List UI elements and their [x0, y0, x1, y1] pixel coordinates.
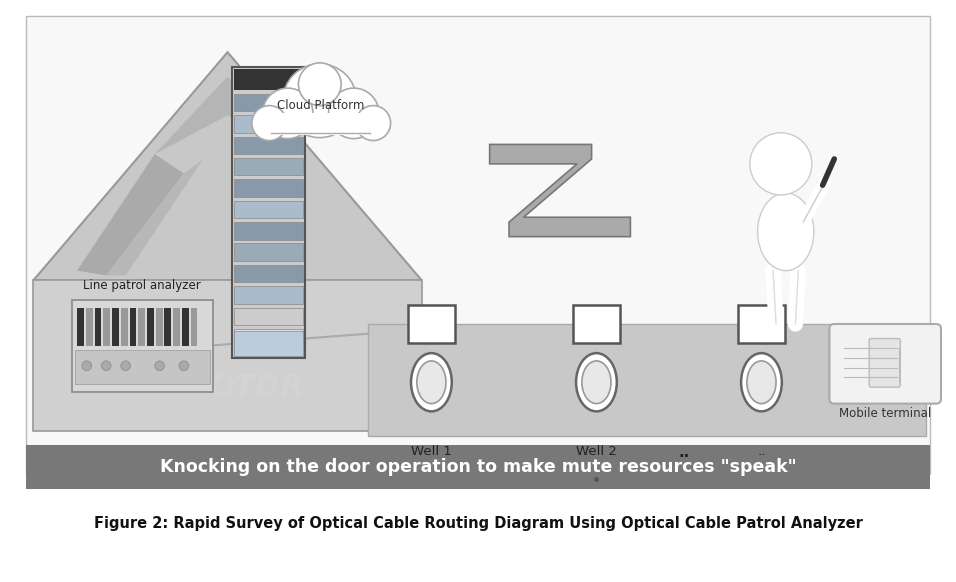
Circle shape [101, 361, 111, 371]
FancyBboxPatch shape [103, 307, 110, 346]
FancyBboxPatch shape [272, 113, 370, 134]
FancyBboxPatch shape [120, 307, 127, 346]
Ellipse shape [411, 353, 452, 411]
FancyBboxPatch shape [182, 307, 188, 346]
Circle shape [120, 361, 130, 371]
FancyBboxPatch shape [86, 307, 93, 346]
Text: Line patrol analyzer: Line patrol analyzer [83, 279, 201, 292]
FancyBboxPatch shape [738, 304, 785, 343]
Circle shape [82, 361, 92, 371]
Ellipse shape [747, 361, 776, 403]
FancyBboxPatch shape [139, 307, 145, 346]
FancyBboxPatch shape [368, 324, 926, 436]
FancyBboxPatch shape [234, 137, 303, 154]
FancyBboxPatch shape [234, 69, 303, 90]
FancyBboxPatch shape [408, 304, 455, 343]
FancyBboxPatch shape [129, 307, 137, 346]
Ellipse shape [576, 353, 617, 411]
FancyBboxPatch shape [173, 307, 180, 346]
FancyBboxPatch shape [76, 350, 210, 384]
Text: ..: .. [757, 445, 766, 459]
Text: Well 1: Well 1 [411, 445, 452, 459]
FancyBboxPatch shape [73, 300, 213, 392]
FancyBboxPatch shape [232, 67, 305, 358]
FancyBboxPatch shape [830, 324, 941, 403]
Circle shape [298, 63, 341, 105]
Circle shape [329, 88, 379, 139]
Polygon shape [155, 76, 300, 154]
Circle shape [356, 105, 391, 140]
Ellipse shape [741, 353, 782, 411]
Ellipse shape [757, 193, 814, 271]
FancyBboxPatch shape [234, 115, 303, 133]
FancyBboxPatch shape [77, 307, 84, 346]
FancyBboxPatch shape [234, 243, 303, 261]
Text: Well 2: Well 2 [576, 445, 617, 459]
Ellipse shape [417, 361, 445, 403]
Text: Figure 2: Rapid Survey of Optical Cable Routing Diagram Using Optical Cable Patr: Figure 2: Rapid Survey of Optical Cable … [94, 516, 862, 531]
FancyBboxPatch shape [234, 94, 303, 111]
Ellipse shape [582, 361, 611, 403]
FancyBboxPatch shape [234, 331, 303, 356]
FancyBboxPatch shape [234, 201, 303, 218]
FancyBboxPatch shape [112, 307, 119, 346]
FancyBboxPatch shape [234, 222, 303, 240]
Polygon shape [77, 154, 184, 275]
Circle shape [283, 64, 357, 137]
FancyBboxPatch shape [95, 307, 101, 346]
FancyBboxPatch shape [33, 281, 422, 431]
Text: ..: .. [678, 445, 689, 460]
FancyBboxPatch shape [869, 339, 901, 387]
FancyBboxPatch shape [234, 179, 303, 197]
FancyBboxPatch shape [26, 445, 930, 489]
Polygon shape [106, 159, 204, 275]
Text: Mobile terminal: Mobile terminal [838, 406, 931, 420]
FancyBboxPatch shape [26, 16, 930, 474]
FancyBboxPatch shape [234, 307, 303, 325]
Polygon shape [489, 144, 630, 237]
Circle shape [750, 133, 812, 195]
FancyBboxPatch shape [574, 304, 619, 343]
Text: Knocking on the door operation to make mute resources "speak": Knocking on the door operation to make m… [160, 458, 796, 476]
FancyBboxPatch shape [190, 307, 198, 346]
FancyBboxPatch shape [234, 286, 303, 304]
Circle shape [179, 361, 188, 371]
FancyBboxPatch shape [234, 158, 303, 176]
FancyBboxPatch shape [234, 265, 303, 282]
Text: Cloud Platform: Cloud Platform [277, 99, 364, 112]
FancyBboxPatch shape [164, 307, 171, 346]
Text: OTDR: OTDR [209, 372, 304, 402]
Polygon shape [33, 52, 422, 281]
Circle shape [251, 105, 287, 140]
Circle shape [263, 88, 313, 139]
FancyBboxPatch shape [156, 307, 163, 346]
Circle shape [155, 361, 164, 371]
FancyBboxPatch shape [147, 307, 154, 346]
FancyBboxPatch shape [234, 329, 303, 346]
